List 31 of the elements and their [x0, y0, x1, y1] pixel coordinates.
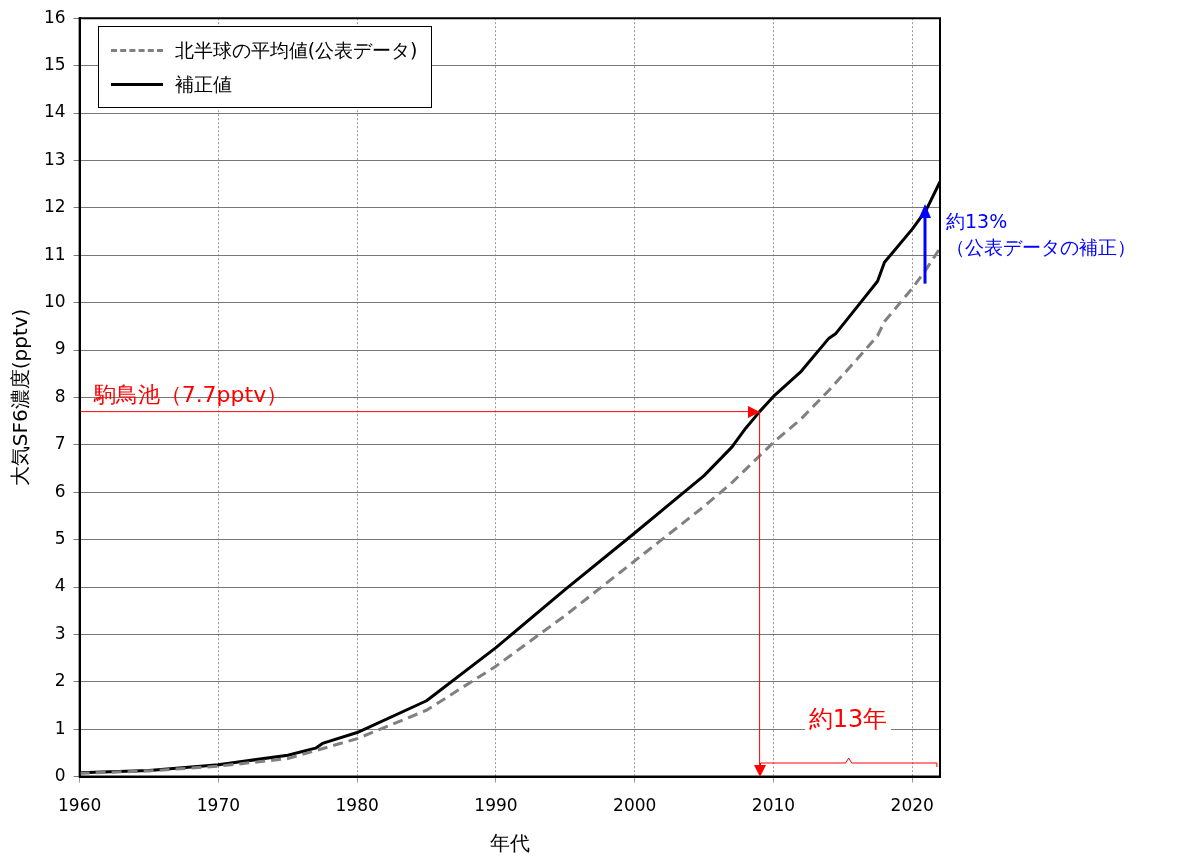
x-tick-label: 1990 [474, 795, 518, 816]
y-tick-label: 5 [54, 528, 66, 549]
y-tick-label: 7 [54, 433, 66, 454]
annotation: 約13年 [804, 702, 892, 735]
y-tick-label: 15 [43, 54, 66, 75]
y-tick-label: 9 [54, 338, 66, 359]
x-tick-label: 1980 [335, 795, 379, 816]
x-tick-label: 2000 [613, 795, 657, 816]
y-tick-label: 3 [54, 622, 66, 643]
y-tick-label: 2 [54, 670, 66, 691]
y-tick-label: 4 [54, 575, 66, 596]
x-tick-label: 2010 [751, 795, 796, 816]
x-tick-label: 2020 [890, 795, 934, 816]
legend-label: 北半球の平均値(公表データ) [174, 38, 418, 64]
x-tick-label: 1970 [196, 795, 241, 816]
ref-line-label: 駒鳥池（7.7pptv） [92, 381, 289, 407]
y-tick-label: 16 [43, 6, 66, 27]
text: 約13% （公表データの補正） [946, 209, 1136, 260]
x-axis-title: 年代 [489, 831, 530, 856]
y-tick-label: 11 [43, 243, 66, 264]
y-tick-label: 14 [43, 101, 66, 122]
legend-label: 補正値 [174, 72, 232, 98]
y-tick-label: 13 [43, 148, 66, 169]
y-tick-label: 6 [54, 480, 66, 501]
x-tick-label: 1960 [58, 795, 102, 816]
y-tick-label: 10 [43, 291, 66, 312]
y-axis-title: 大気SF6濃度(pptv) [8, 308, 33, 487]
y-tick-label: 1 [54, 717, 66, 738]
y-tick-label: 0 [54, 765, 66, 786]
y-tick-label: 8 [54, 385, 66, 406]
y-tick-label: 12 [43, 196, 66, 217]
